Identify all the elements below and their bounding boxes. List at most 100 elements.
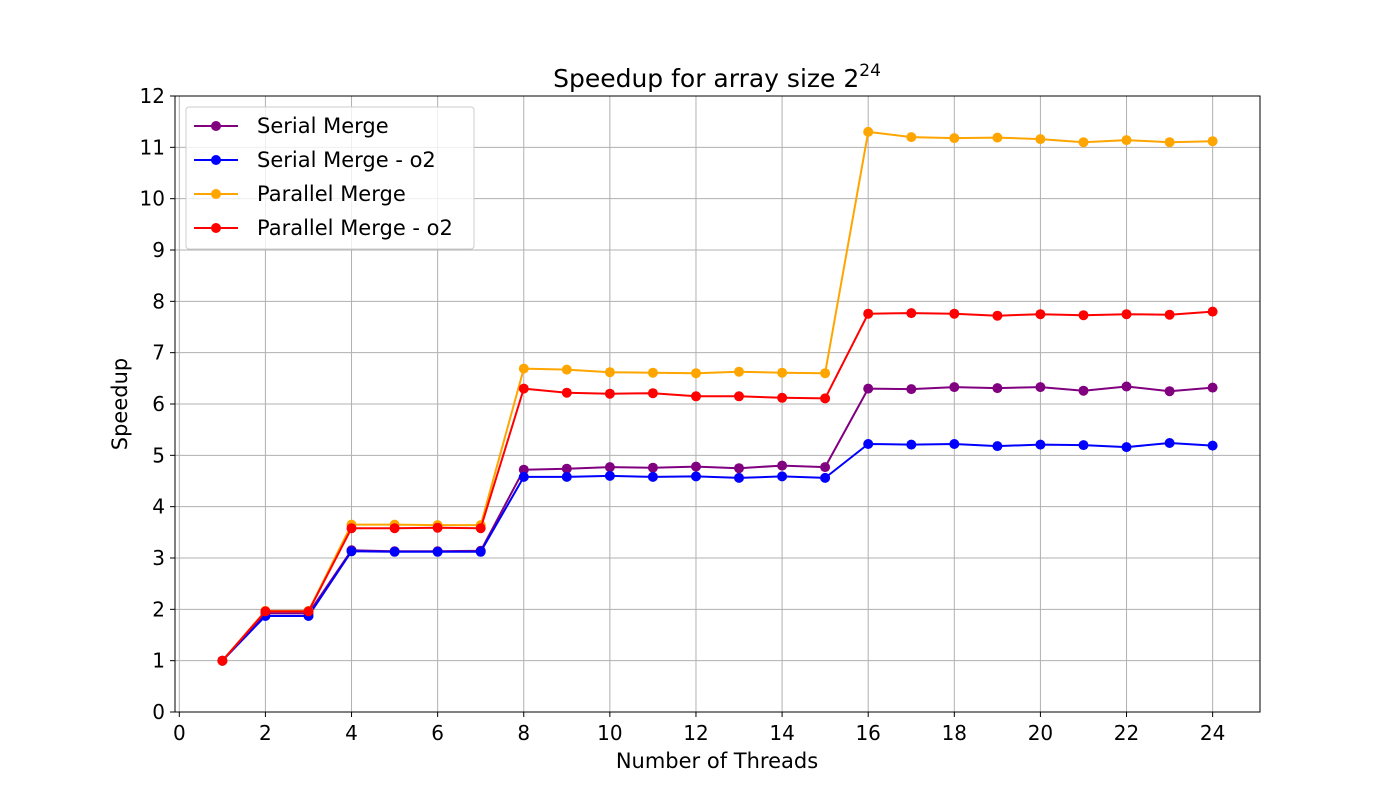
legend-label: Parallel Merge - o2 (257, 216, 453, 240)
y-tick-label: 10 (140, 187, 165, 211)
series-line-parallel-merge (221, 130, 1213, 662)
data-point-parallel-merge-o2 (217, 655, 228, 666)
legend-marker (211, 223, 221, 233)
legend-marker (211, 121, 221, 131)
data-point-parallel-merge (691, 368, 701, 379)
y-tick-label: 5 (152, 443, 165, 467)
x-tick-label: 18 (942, 721, 967, 745)
y-tick-label: 4 (152, 495, 165, 519)
legend: Serial Merge Serial Merge - o2 Parallel Me… (185, 106, 475, 250)
data-point-parallel-merge (647, 367, 658, 378)
chart-title-superscript: 24 (859, 61, 881, 81)
data-point-parallel-merge-o2 (346, 523, 357, 534)
data-point-serial-merge (604, 462, 615, 473)
data-point-parallel-merge-o2 (906, 308, 917, 319)
data-point-serial-merge-o2 (561, 471, 572, 482)
data-point-parallel-merge-o2 (949, 308, 960, 319)
y-tick-label: 2 (152, 597, 165, 621)
y-tick-label: 11 (140, 135, 165, 159)
data-point-parallel-merge-o2 (432, 522, 443, 533)
data-point-serial-merge-o2 (1164, 438, 1175, 448)
data-point-parallel-merge (1164, 137, 1175, 148)
data-point-serial-merge-o2 (475, 546, 486, 557)
x-tick-label: 8 (517, 721, 530, 745)
data-point-serial-merge (1207, 382, 1218, 393)
y-tick-label: 0 (152, 700, 165, 724)
data-point-parallel-merge (906, 132, 917, 143)
data-point-serial-merge (820, 462, 831, 473)
data-point-serial-merge-o2 (992, 441, 1003, 452)
y-tick-label: 6 (152, 392, 165, 416)
data-point-parallel-merge (1121, 135, 1132, 146)
data-point-serial-merge-o2 (432, 546, 443, 557)
series-line-serial-merge-o2 (221, 442, 1213, 662)
data-point-parallel-merge (1207, 136, 1218, 147)
data-point-serial-merge (1121, 381, 1132, 392)
x-tick-label: 16 (855, 721, 880, 745)
legend-marker (211, 189, 221, 199)
x-tick-label: 6 (431, 721, 444, 745)
legend-label: Serial Merge - o2 (257, 148, 436, 172)
x-tick-label: 2 (259, 721, 272, 745)
data-point-serial-merge (691, 461, 701, 472)
data-point-serial-merge-o2 (949, 439, 960, 449)
x-tick-label: 14 (769, 721, 794, 745)
data-point-parallel-merge (1035, 134, 1046, 145)
chart-title-main: Speedup for array size 2 (553, 64, 859, 93)
y-tick-label: 8 (152, 289, 165, 313)
series-line-parallel-merge-o2 (221, 310, 1213, 662)
legend-item-parallel-merge-o2: Parallel Merge - o2 (194, 216, 453, 240)
data-point-serial-merge (992, 383, 1003, 394)
data-point-serial-merge-o2 (647, 471, 658, 482)
data-point-serial-merge-o2 (777, 471, 788, 482)
data-point-serial-merge-o2 (820, 472, 831, 483)
data-point-serial-merge (1164, 386, 1175, 397)
x-tick-label: 24 (1200, 721, 1225, 745)
data-point-parallel-merge (561, 364, 572, 375)
series-parallel-merge-o2 (217, 306, 1218, 666)
data-point-parallel-merge-o2 (475, 523, 486, 534)
legend-frame (185, 106, 475, 250)
legend-item-serial-merge: Serial Merge (194, 114, 389, 138)
data-point-parallel-merge-o2 (303, 606, 314, 617)
legend-label: Serial Merge (257, 114, 389, 138)
x-tick-label: 22 (1114, 721, 1139, 745)
data-point-parallel-merge-o2 (389, 523, 400, 534)
data-point-parallel-merge (777, 367, 788, 378)
data-point-serial-merge (777, 460, 788, 471)
data-point-serial-merge (561, 463, 572, 474)
data-point-serial-merge (906, 384, 917, 395)
data-point-serial-merge (647, 462, 658, 473)
x-tick-label: 10 (597, 721, 622, 745)
data-point-parallel-merge-o2 (863, 308, 874, 319)
data-point-parallel-merge (518, 363, 529, 374)
y-tick-label: 1 (152, 649, 165, 673)
data-point-parallel-merge (734, 366, 744, 377)
x-tick-label: 0 (173, 721, 186, 745)
data-point-serial-merge-o2 (691, 471, 701, 482)
data-point-parallel-merge (863, 126, 874, 137)
data-point-serial-merge-o2 (389, 546, 400, 557)
data-point-parallel-merge-o2 (647, 388, 658, 399)
data-point-serial-merge-o2 (1078, 440, 1089, 451)
data-point-parallel-merge (992, 132, 1003, 143)
data-point-parallel-merge-o2 (777, 392, 788, 403)
data-point-parallel-merge-o2 (561, 387, 572, 398)
data-point-parallel-merge-o2 (604, 388, 615, 399)
x-tick-label: 4 (345, 721, 358, 745)
y-tick-label: 3 (152, 546, 165, 570)
data-point-parallel-merge-o2 (1035, 309, 1046, 320)
x-tick-label: 20 (1028, 721, 1053, 745)
y-axis-label: Speedup (108, 358, 132, 450)
data-point-serial-merge-o2 (518, 471, 529, 482)
data-point-serial-merge-o2 (1121, 442, 1132, 453)
data-point-parallel-merge-o2 (1121, 309, 1132, 320)
data-point-serial-merge (863, 383, 874, 394)
data-point-parallel-merge (1078, 137, 1089, 148)
x-tick-label: 12 (683, 721, 708, 745)
series-layer (217, 126, 1218, 666)
y-tick-label: 9 (152, 238, 165, 262)
legend-item-serial-merge-o2: Serial Merge - o2 (194, 148, 436, 172)
data-point-serial-merge-o2 (863, 439, 874, 449)
